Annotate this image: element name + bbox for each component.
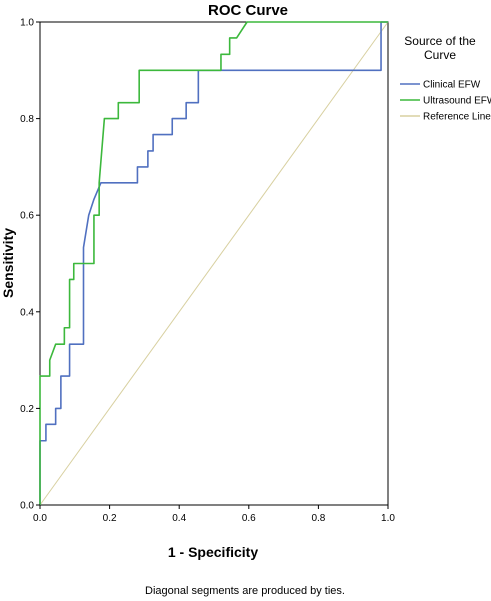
x-tick-label: 0.2 [103, 513, 117, 524]
series-line-clinical-efw [39, 21, 388, 505]
y-tick-label: 1.0 [20, 18, 34, 29]
y-tick-label: 0.0 [20, 501, 34, 512]
footnote: Diagonal segments are produced by ties. [145, 585, 345, 597]
legend-title-line-2: Curve [424, 48, 456, 62]
legend-title-line-1: Source of the [404, 34, 476, 48]
legend-label-clinical-efw: Clinical EFW [423, 80, 481, 91]
x-tick-label: 0.6 [242, 513, 256, 524]
plot-area: 0.0 0.2 0.4 0.6 0.8 1.0 0.0 0.2 0.4 0.6 0.8 1.0 [20, 18, 395, 525]
x-tick-label: 0.0 [33, 513, 47, 524]
x-tick-label: 0.4 [172, 513, 186, 524]
y-tick-label: 0.8 [20, 114, 34, 125]
legend-label-ultrasound-efw: Ultrasound EFW [423, 96, 491, 107]
y-tick-label: 0.6 [20, 211, 34, 222]
x-axis-label: 1 - Specificity [168, 544, 258, 560]
y-tick-label: 0.4 [20, 307, 34, 318]
x-tick-label: 0.8 [311, 513, 325, 524]
series-layer [39, 21, 389, 506]
legend-label-reference-line: Reference Line [423, 112, 491, 123]
series-line-ultrasound-efw [39, 21, 388, 505]
x-tick-label: 1.0 [381, 513, 395, 524]
legend-items: Clinical EFW Ultrasound EFW Reference Line [400, 80, 491, 123]
ticks-layer: 0.0 0.2 0.4 0.6 0.8 1.0 0.0 0.2 0.4 0.6 0.8 1.0 [20, 18, 395, 525]
y-tick-label: 0.2 [20, 404, 34, 415]
legend: Source of the Curve Clinical EFW Ultrasou… [400, 34, 491, 123]
chart-title: ROC Curve [208, 2, 288, 19]
y-axis-label: Sensitivity [0, 228, 16, 298]
series-line-reference-line [39, 21, 389, 506]
